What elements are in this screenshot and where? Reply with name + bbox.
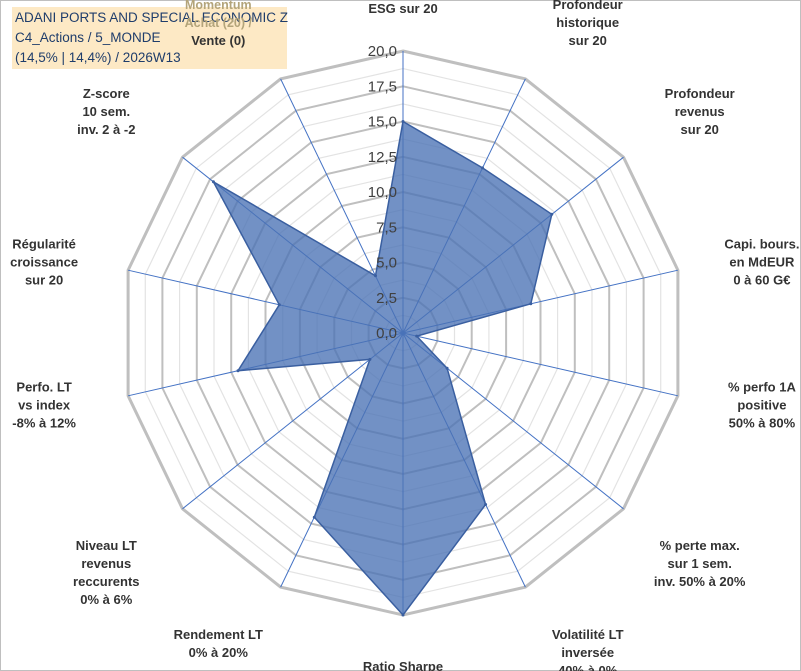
- title-company: ADANI PORTS AND SPECIAL ECONOMIC Z: [15, 10, 289, 25]
- axis-label-line: 0 à 60 G€: [733, 272, 790, 287]
- axis-label-line: % perte max.: [660, 538, 740, 553]
- axis-label-line: sur 20: [569, 33, 607, 48]
- tick-label: 10,0: [368, 184, 397, 201]
- axis-label-line: croissance: [10, 254, 78, 269]
- data-point: [415, 334, 419, 338]
- data-point: [401, 120, 405, 123]
- axis-label-line: 50% à 80%: [729, 416, 796, 431]
- data-point: [550, 212, 554, 216]
- tick-label: 5,0: [376, 255, 397, 272]
- axis-label-line: vs index: [18, 398, 71, 413]
- axis-label-line: historique: [556, 15, 619, 30]
- data-point: [368, 357, 372, 361]
- axis-label-line: sur 1 sem.: [668, 556, 732, 571]
- axis-label-line: revenus: [675, 104, 725, 119]
- axis-label-line: en MdEUR: [729, 254, 795, 269]
- data-point: [277, 303, 281, 307]
- data-point: [484, 503, 488, 506]
- axis-label-line: inversée: [561, 645, 614, 660]
- title-category: C4_Actions / 5_MONDE: [15, 30, 161, 45]
- axis-label: Niveau LT revenus reccurents 0% à 6%: [73, 538, 139, 607]
- axis-label: Z-score 10 sem. inv. 2 à -2: [77, 86, 135, 137]
- axis-label-line: Achat (20) /: [185, 16, 253, 30]
- axis-label-line: inv. 50% à 20%: [654, 574, 746, 589]
- axis-label-line: 0% à 20%: [189, 645, 249, 660]
- axis-label: Ratio Sharpe0 à 1: [363, 659, 443, 671]
- axis-label: Profondeur historique sur 20: [553, 0, 623, 48]
- axis-label-line: 0% à 6%: [80, 592, 132, 607]
- axis-label-line: Rendement LT: [174, 627, 263, 642]
- tick-label: 15,0: [368, 114, 397, 131]
- data-point: [211, 180, 215, 184]
- axis-label: Perfo. LT vs index -8% à 12%: [12, 380, 76, 431]
- axis-label: NoteESG sur 20: [368, 0, 437, 16]
- axis-label: % perfo 1A positive 50% à 80%: [728, 380, 797, 431]
- axis-label-line: Perfo. LT: [16, 380, 71, 395]
- data-point: [312, 515, 316, 519]
- axis-label: % perte max. sur 1 sem. inv. 50% à 20%: [654, 538, 746, 589]
- axis-label-line: Niveau LT: [76, 538, 137, 553]
- axis-label-line: revenus: [81, 556, 131, 571]
- axis-label-line: positive: [737, 398, 786, 413]
- axis-label-line: Capi. bours.: [724, 236, 799, 251]
- tick-label: 17,5: [368, 78, 397, 95]
- axis-label-line: 10 sem.: [82, 104, 130, 119]
- axis-label: Rendement LT 0% à 20%: [174, 627, 263, 660]
- axis-label-line: reccurents: [73, 574, 139, 589]
- axis-label-line: Profondeur: [553, 0, 623, 12]
- data-point: [236, 369, 240, 373]
- data-point: [445, 366, 449, 370]
- tick-label: 0,0: [376, 325, 397, 342]
- data-point: [401, 613, 405, 617]
- axis-label-line: -8% à 12%: [12, 416, 76, 431]
- axis-label-line: Volatilité LT: [552, 627, 624, 642]
- axis-label: Momentum Achat (20) / Vente (0): [185, 0, 253, 48]
- title-stats: (14,5% | 14,4%) / 2026W13: [15, 50, 181, 65]
- axis-label-line: Régularité: [12, 236, 76, 251]
- tick-label: 20,0: [368, 43, 397, 60]
- axis-label-line: Momentum: [185, 0, 252, 12]
- data-point: [529, 302, 533, 306]
- axis-label-line: 40% à 0%: [558, 663, 618, 671]
- axis-spoke: [402, 332, 679, 397]
- axis-label-line: inv. 2 à -2: [77, 122, 135, 137]
- axis-label: Capi. bours. en MdEUR 0 à 60 G€: [724, 236, 799, 287]
- axis-label-line: Vente (0): [191, 33, 245, 48]
- tick-label: 2,5: [376, 290, 397, 307]
- tick-label: 12,5: [368, 149, 397, 166]
- axis-label: Profondeur revenus sur 20: [665, 86, 735, 137]
- axis-label-line: Profondeur: [665, 86, 735, 101]
- axis-spoke: [182, 332, 404, 510]
- axis-label-line: % perfo 1A: [728, 380, 797, 395]
- axis-label-line: Z-score: [83, 86, 130, 101]
- data-point: [374, 274, 377, 278]
- axis-label-line: Ratio Sharpe: [363, 659, 443, 671]
- title-box: ADANI PORTS AND SPECIAL ECONOMIC Z C4_Ac…: [12, 7, 289, 69]
- axis-label: Volatilité LT inversée 40% à 0%: [552, 627, 624, 671]
- axis-label: Régularité croissance sur 20: [10, 236, 78, 287]
- data-point: [481, 166, 484, 170]
- axis-label-line: ESG sur 20: [368, 1, 437, 16]
- axis-label-line: sur 20: [25, 272, 63, 287]
- axis-label-line: sur 20: [681, 122, 719, 137]
- tick-label: 7,5: [376, 219, 397, 236]
